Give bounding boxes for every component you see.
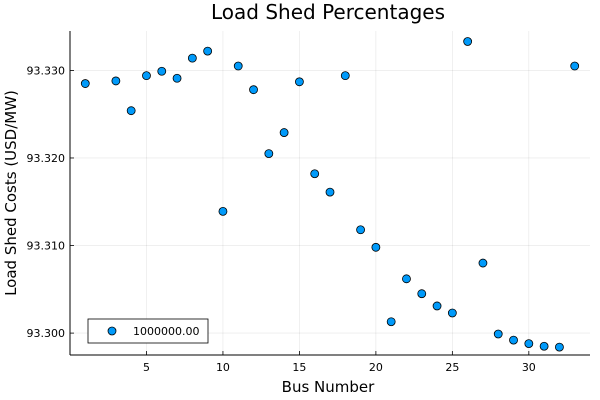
data-point (310, 169, 320, 179)
x-tick-label: 30 (522, 361, 536, 374)
data-points (80, 37, 580, 352)
data-point (478, 258, 488, 268)
data-point (203, 46, 213, 56)
y-tick-label: 93.310 (27, 240, 66, 253)
data-point (493, 329, 503, 339)
data-point (447, 308, 457, 318)
data-point (402, 274, 411, 284)
data-point (218, 206, 228, 216)
legend-marker (107, 326, 117, 336)
data-point (432, 301, 442, 311)
data-point (417, 289, 427, 299)
data-point (80, 79, 90, 88)
data-point (371, 242, 381, 252)
data-point (325, 187, 335, 197)
x-axis-label: Bus Number (282, 378, 375, 396)
data-point (295, 77, 304, 87)
data-point (187, 53, 197, 63)
data-point (157, 66, 167, 76)
data-point (264, 149, 274, 158)
x-tick-label: 10 (216, 361, 230, 374)
y-tick-label: 93.330 (27, 64, 66, 77)
y-axis-label: Load Shed Costs (USD/MW) (2, 90, 20, 296)
chart-title: Load Shed Percentages (211, 0, 445, 24)
x-tick-label: 20 (369, 361, 383, 374)
data-point (356, 225, 365, 235)
axes (69, 31, 590, 356)
data-point (386, 317, 396, 327)
data-point (126, 106, 136, 116)
data-point (233, 61, 243, 71)
legend: 1000000.00 (87, 318, 209, 344)
x-tick-label: 25 (445, 361, 459, 374)
data-point (463, 37, 473, 46)
x-tick-label: 15 (292, 361, 306, 374)
data-point (249, 85, 258, 95)
y-axis-ticks: 93.300 93.310 93.320 93.330 (27, 64, 74, 340)
data-point (142, 71, 151, 81)
data-point (340, 71, 350, 81)
data-point (111, 76, 121, 86)
data-point (570, 61, 580, 71)
legend-label: 1000000.00 (133, 325, 199, 338)
data-point (539, 341, 549, 351)
y-tick-label: 93.300 (27, 327, 66, 340)
data-point (555, 342, 564, 352)
data-point (279, 128, 289, 137)
data-point (509, 335, 518, 345)
x-axis-ticks: 5 10 15 20 25 30 (143, 351, 536, 374)
data-point (524, 339, 534, 349)
x-tick-label: 5 (143, 361, 150, 374)
y-tick-label: 93.320 (27, 152, 66, 165)
data-point (172, 73, 182, 83)
